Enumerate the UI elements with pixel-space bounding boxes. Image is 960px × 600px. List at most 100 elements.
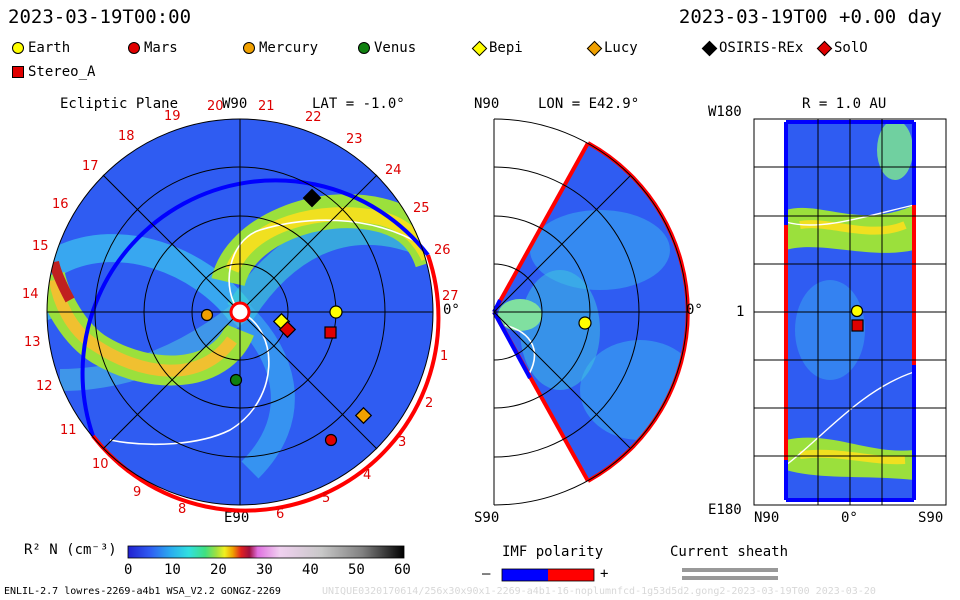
imf-label: IMF polarity <box>502 544 604 560</box>
rot-18: 18 <box>118 129 135 144</box>
rot-25: 25 <box>413 201 430 216</box>
ecliptic-bottom-label: E90 <box>224 510 250 526</box>
rot-8: 8 <box>178 502 186 517</box>
mercury-marker-icon <box>200 308 214 322</box>
rot-4: 4 <box>363 468 371 483</box>
stereo-a-marker-icon <box>324 326 337 339</box>
ecliptic-title: Ecliptic Plane <box>60 96 179 112</box>
au-top-label: W180 <box>708 104 742 120</box>
rot-19: 19 <box>164 109 181 124</box>
au-xlabel-s90: S90 <box>918 510 944 526</box>
rot-10: 10 <box>92 457 109 472</box>
mercury-marker-icon <box>243 42 255 54</box>
rot-17: 17 <box>82 159 99 174</box>
mars-marker-icon <box>324 433 338 447</box>
density-colorbar <box>127 545 405 559</box>
au-xlabel-0: 0° <box>841 510 858 526</box>
au-mid-label: 1 <box>736 304 745 320</box>
ecliptic-lat-label: LAT = -1.0° <box>312 96 405 112</box>
earth-marker-icon <box>12 42 24 54</box>
rot-20: 20 <box>207 99 224 114</box>
legend-solo: SolO <box>816 40 868 56</box>
sheath-label: Current sheath <box>670 544 789 560</box>
stereo-a-marker-icon <box>851 319 864 332</box>
sun-icon <box>229 301 251 323</box>
legend-venus: Venus <box>358 40 416 56</box>
rot-13: 13 <box>24 335 41 350</box>
lucy-marker-icon <box>354 406 373 425</box>
legend-label: Venus <box>374 40 417 56</box>
rot-6: 6 <box>276 507 284 522</box>
au-title: R = 1.0 AU <box>802 96 887 112</box>
legend-label: Mars <box>144 40 178 56</box>
rot-15: 15 <box>32 239 49 254</box>
rot-16: 16 <box>52 197 69 212</box>
imf-positive-swatch <box>548 569 594 581</box>
footer-left: ENLIL-2.7 lowres-2269-a4b1 WSA_V2.2 GONG… <box>4 586 281 597</box>
current-sheath-swatch-bottom <box>682 576 778 580</box>
legend-osiris-rex: OSIRIS-REx <box>701 40 804 56</box>
rot-1: 1 <box>440 349 448 364</box>
legend-mercury: Mercury <box>243 40 318 56</box>
imf-minus: – <box>482 566 491 582</box>
rotation-numbers: 19 20 21 22 23 24 25 26 27 1 2 3 4 5 6 8… <box>22 99 459 522</box>
legend-lucy: Lucy <box>586 40 638 56</box>
rot-23: 23 <box>346 132 363 147</box>
earth-marker-icon <box>578 316 592 330</box>
header-right-time: 2023-03-19T00 +0.00 day <box>678 6 942 28</box>
meridional-bottom-label: S90 <box>474 510 500 526</box>
legend-label: Earth <box>28 40 71 56</box>
rot-5: 5 <box>322 491 330 506</box>
rot-14: 14 <box>22 287 39 302</box>
legend-stereo-a: Stereo_A <box>12 64 95 80</box>
earth-marker-icon <box>850 304 864 318</box>
rot-3: 3 <box>398 435 406 450</box>
stereo-a-marker-icon <box>12 66 24 78</box>
osiris-rex-marker-icon <box>302 188 322 208</box>
legend-label: Mercury <box>259 40 319 56</box>
colorbar-tick-50: 50 <box>348 562 365 578</box>
colorbar-tick-10: 10 <box>164 562 181 578</box>
ecliptic-right-label: 0° <box>443 302 460 318</box>
legend-earth: Earth <box>12 40 70 56</box>
rot-9: 9 <box>133 485 141 500</box>
au-xlabel-n90: N90 <box>754 510 780 526</box>
legend-label: Stereo_A <box>28 64 96 80</box>
earth-marker-icon <box>329 305 343 319</box>
meridional-plot <box>492 118 690 506</box>
header-left-time: 2023-03-19T00:00 <box>8 6 192 28</box>
colorbar-tick-40: 40 <box>302 562 319 578</box>
colorbar-tick-20: 20 <box>210 562 227 578</box>
rot-27: 27 <box>442 289 459 304</box>
meridional-title-left: N90 <box>474 96 500 112</box>
legend-label: Bepi <box>489 40 523 56</box>
colorbar-tick-30: 30 <box>256 562 273 578</box>
ecliptic-top-label: W90 <box>222 96 248 112</box>
legend-label: SolO <box>834 40 868 56</box>
legend-label: OSIRIS-REx <box>719 40 804 56</box>
footer-right: UNIQUE0320170614/256x30x90x1-2269-a4b1-1… <box>322 586 876 597</box>
rot-22: 22 <box>305 110 322 125</box>
rot-12: 12 <box>36 379 53 394</box>
legend-label: Lucy <box>604 40 638 56</box>
current-sheath-swatch-top <box>682 568 778 572</box>
rot-21: 21 <box>258 99 275 114</box>
mars-marker-icon <box>128 42 140 54</box>
colorbar-tick-60: 60 <box>394 562 411 578</box>
meridional-right-label: 0° <box>686 302 703 318</box>
rot-24: 24 <box>385 163 402 178</box>
venus-marker-icon <box>229 373 243 387</box>
colorbar-label: R² N (cm⁻³) <box>24 542 117 558</box>
legend-mars: Mars <box>128 40 178 56</box>
rot-2: 2 <box>425 396 433 411</box>
au-bottom-label: E180 <box>708 502 742 518</box>
rot-11: 11 <box>60 423 77 438</box>
venus-marker-icon <box>358 42 370 54</box>
imf-negative-swatch <box>502 569 548 581</box>
rot-26: 26 <box>434 243 451 258</box>
colorbar-tick-0: 0 <box>124 562 133 578</box>
solo-marker-icon <box>278 320 297 339</box>
legend-bepi: Bepi <box>471 40 523 56</box>
meridional-title-right: LON = E42.9° <box>538 96 640 112</box>
